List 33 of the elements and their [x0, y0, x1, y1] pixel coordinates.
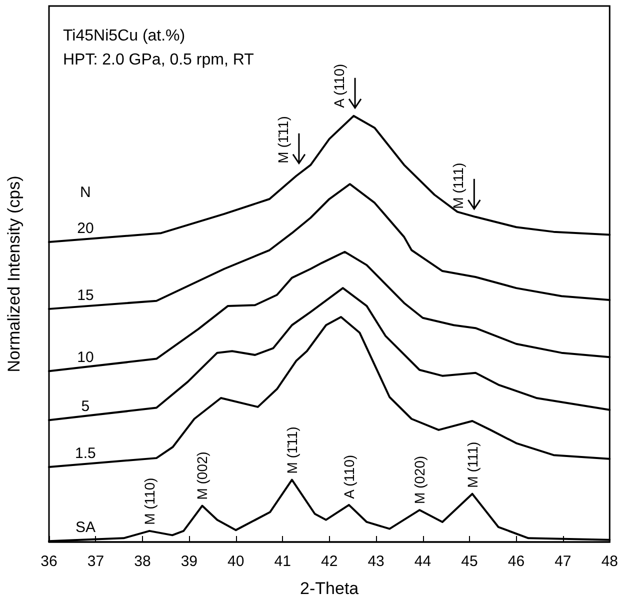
- x-tick-label: 47: [554, 553, 572, 570]
- series-label: SA: [75, 519, 96, 536]
- x-tick-label: 37: [87, 553, 104, 570]
- series-label: 1.5: [75, 445, 96, 462]
- x-tick-label: 45: [461, 553, 478, 570]
- x-axis-title: 2-Theta: [300, 579, 360, 598]
- x-tick-label: 42: [320, 553, 338, 570]
- x-tick-label: 43: [368, 553, 384, 570]
- annotation: M (110): [141, 478, 158, 525]
- series-label: 10: [77, 349, 94, 366]
- annotation: M (1̄11): [284, 426, 300, 474]
- legend-title: N: [80, 184, 91, 202]
- annotation: A (110): [331, 64, 348, 108]
- annotation: A (110): [340, 454, 357, 499]
- series-label: 15: [77, 286, 94, 304]
- x-tick-label: 48: [601, 553, 618, 570]
- annotation: M (111): [450, 162, 466, 209]
- annotation: M (1̄11): [274, 116, 291, 164]
- annotation: M (111): [464, 442, 480, 488]
- x-tick-label: 39: [180, 553, 198, 570]
- annotation: M (020): [412, 456, 428, 504]
- x-tick-label: 46: [508, 553, 525, 570]
- x-tick-label: 44: [414, 553, 432, 570]
- series-label: 20: [77, 220, 94, 238]
- x-tick-label: 41: [274, 553, 291, 570]
- x-tick-label: 38: [134, 553, 151, 570]
- series-label: 5: [81, 398, 90, 416]
- annotation: M (002): [194, 452, 210, 500]
- x-tick-label: 40: [228, 553, 244, 570]
- chart-subtitle: HPT: 2.0 GPa, 0.5 rpm, RT: [63, 52, 254, 68]
- y-axis-title: Normalized Intensity (cps): [4, 176, 24, 372]
- chart-title: Ti45Ni5Cu (at.%): [63, 28, 186, 44]
- x-tick-label: 36: [40, 553, 58, 570]
